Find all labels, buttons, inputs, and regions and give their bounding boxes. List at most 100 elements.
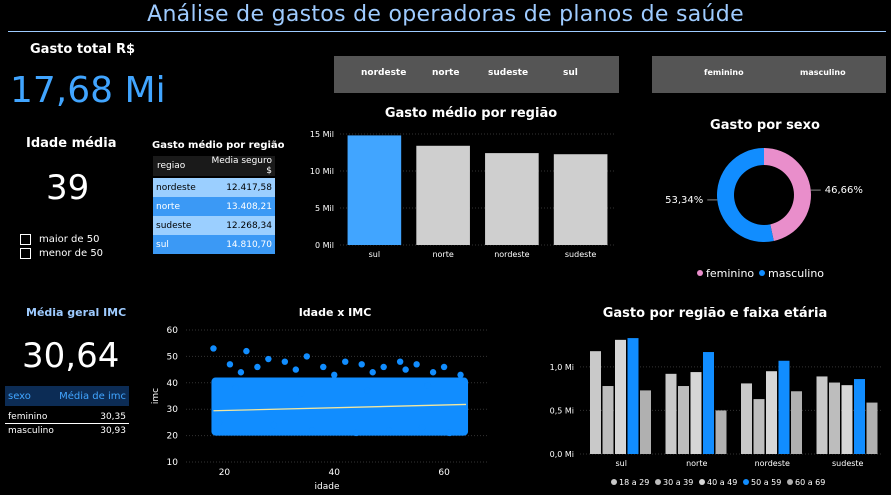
y-tick-label: 40 xyxy=(167,379,179,389)
bar-sul-60a69 xyxy=(640,390,651,454)
x-tick-label: nordeste xyxy=(755,459,790,468)
y-tick-label: 20 xyxy=(167,432,179,442)
slicer-norte[interactable]: norte xyxy=(432,68,460,78)
total-spend-value: 17,68 Mi xyxy=(10,70,166,111)
slicer-masculino[interactable]: masculino xyxy=(800,68,846,77)
legend-item: 50 a 59 xyxy=(751,478,781,487)
x-tick-label: sudeste xyxy=(565,250,597,259)
legend-masculino: masculino xyxy=(768,267,824,280)
bar-sudeste xyxy=(553,154,608,245)
bar-sudeste-50a59 xyxy=(854,379,865,454)
data-point xyxy=(396,358,404,365)
filter-under-50-label: menor de 50 xyxy=(39,248,104,259)
data-point xyxy=(358,361,365,368)
bar-sudeste-30a39 xyxy=(829,382,840,454)
legend-dot xyxy=(743,479,749,485)
data-point xyxy=(364,387,371,394)
data-point xyxy=(292,366,300,373)
title-divider xyxy=(8,31,886,32)
data-point xyxy=(369,369,376,376)
table-row: masculino 30,93 xyxy=(8,425,126,436)
legend-item: 18 a 29 xyxy=(619,478,649,487)
bar-nordeste xyxy=(485,153,539,245)
bar-norte xyxy=(416,145,470,245)
imc-by-sex-table: sexo Média de imc feminino 30,35 masculi… xyxy=(5,386,129,437)
x-tick-label: 20 xyxy=(219,468,231,478)
data-point xyxy=(380,363,387,371)
grouped-bar-title: Gasto por região e faixa etária xyxy=(602,306,828,321)
bar-sudeste-60a69 xyxy=(866,402,878,454)
bar-norte-18a29 xyxy=(665,373,677,454)
bar-sul-18a29 xyxy=(590,351,601,454)
checkbox-icon[interactable] xyxy=(20,248,31,259)
table-row: feminino 30,35 xyxy=(5,410,129,424)
legend-dot xyxy=(787,479,793,485)
scatter-chart: 10 20 30 40 50 60 20 40 60 imc idade xyxy=(151,326,488,492)
data-point xyxy=(353,429,360,437)
data-point xyxy=(446,429,453,437)
legend-item: 30 a 39 xyxy=(663,478,693,487)
table-row: sul 14.810,70 xyxy=(153,235,275,254)
slicer-feminino[interactable]: feminino xyxy=(704,68,744,77)
data-point xyxy=(254,363,261,371)
avg-age-label: Idade média xyxy=(26,136,117,151)
bar-nordeste-50a59 xyxy=(778,360,790,454)
grouped-bar-chart: 0,0 Mi 0,5 Mi 1,0 Mi sul norte nordeste sudest… xyxy=(550,338,882,487)
slice-feminino xyxy=(764,148,811,241)
y-tick-label: 15 Mil xyxy=(310,130,334,139)
checkbox-icon[interactable] xyxy=(20,234,31,245)
region-slicer[interactable]: nordeste norte sudeste sul xyxy=(334,56,619,93)
x-tick-label: 60 xyxy=(438,468,450,478)
slice-masculino xyxy=(717,148,774,242)
filter-over-50[interactable]: maior de 50 xyxy=(20,234,99,245)
data-point xyxy=(232,384,239,392)
region-table-title: Gasto médio por região xyxy=(152,140,285,151)
donut-title: Gasto por sexo xyxy=(710,118,820,133)
bar-norte-60a69 xyxy=(715,410,727,454)
legend-item: 40 a 49 xyxy=(707,478,737,487)
bar-region-title: Gasto médio por região xyxy=(384,106,558,121)
y-tick-label: 1,0 Mi xyxy=(550,363,574,372)
region-table: regiao Media seguro $ nordeste 12.417,58… xyxy=(153,156,275,254)
data-point xyxy=(298,390,305,397)
filter-over-50-label: maior de 50 xyxy=(39,234,100,245)
data-point xyxy=(210,345,217,352)
x-tick-label: sul xyxy=(369,250,380,259)
avg-age-value: 39 xyxy=(46,168,90,208)
y-tick-label: 0,0 Mi xyxy=(550,450,574,459)
bar-sudeste-40a49 xyxy=(841,385,853,454)
filter-under-50[interactable]: menor de 50 xyxy=(20,248,103,259)
data-point xyxy=(265,355,272,363)
slicer-sudeste[interactable]: sudeste xyxy=(488,68,529,78)
slicer-nordeste[interactable]: nordeste xyxy=(361,68,407,78)
data-point xyxy=(226,361,234,368)
y-tick-label: 50 xyxy=(167,352,179,362)
bar-norte-40a49 xyxy=(690,372,702,454)
y-tick-label: 10 Mil xyxy=(310,167,334,176)
bar-nordeste-60a69 xyxy=(791,391,802,454)
col-media-seguro: Media seguro $ xyxy=(211,156,272,176)
data-point xyxy=(402,366,409,373)
col-media-imc: Média de imc xyxy=(59,390,126,402)
slicer-sul[interactable]: sul xyxy=(563,68,578,78)
data-point xyxy=(237,369,245,376)
avg-imc-value: 30,64 xyxy=(22,336,120,376)
y-axis-label: imc xyxy=(151,388,161,404)
data-point xyxy=(424,382,431,389)
x-tick-label: nordeste xyxy=(494,250,529,259)
x-tick-label: sudeste xyxy=(832,459,864,468)
bar-sul-30a39 xyxy=(602,386,614,454)
data-point xyxy=(418,424,426,431)
bar-sudeste-18a29 xyxy=(816,376,828,454)
y-tick-label: 10 xyxy=(167,458,179,468)
total-spend-label: Gasto total R$ xyxy=(30,42,136,57)
legend-dot-masculino xyxy=(759,270,765,276)
data-point xyxy=(429,369,437,376)
sex-slicer[interactable]: feminino masculino xyxy=(652,56,886,93)
data-point xyxy=(440,363,448,371)
data-point xyxy=(413,361,420,368)
y-tick-label: 60 xyxy=(167,326,179,336)
point-cloud xyxy=(211,377,469,436)
data-point xyxy=(342,358,349,365)
trend-line xyxy=(213,403,467,412)
